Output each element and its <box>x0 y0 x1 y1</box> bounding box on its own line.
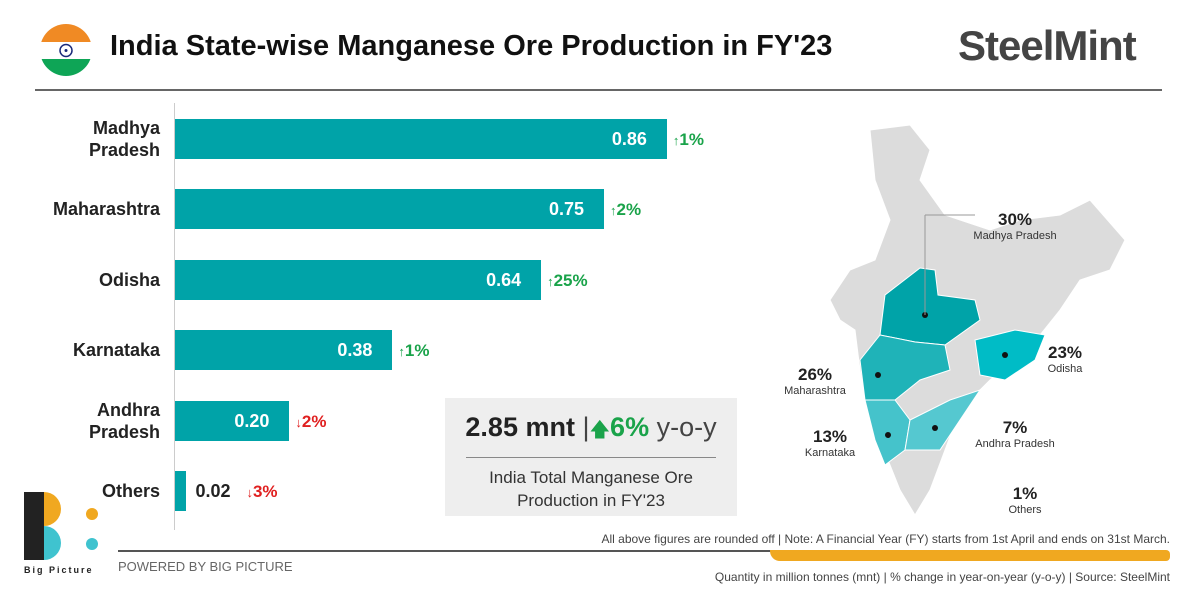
powered-by: POWERED BY BIG PICTURE <box>118 559 293 574</box>
bar-value-label: 0.64 <box>486 269 522 290</box>
up-arrow-icon: ↑ <box>398 344 405 360</box>
bar <box>175 119 667 159</box>
change-label: ↑2% <box>610 200 641 220</box>
map-label-ap: 7% Andhra Pradesh <box>975 418 1055 450</box>
total-value: 2.85 mnt <box>465 412 575 442</box>
up-arrow-icon: ↑ <box>610 203 617 219</box>
change-label: ↑1% <box>673 130 704 150</box>
up-arrow-icon: 🡅 <box>589 419 611 441</box>
change-value: 2% <box>616 200 642 220</box>
steelmint-logo: SteelMint <box>958 22 1137 69</box>
category-label: Karnataka <box>72 340 160 361</box>
summary-box: 2.85 mnt |🡅6% y-o-y India Total Manganes… <box>445 398 737 516</box>
bar-value-label: 0.02 <box>195 481 231 501</box>
y-axis-line <box>174 103 175 530</box>
divider <box>35 89 1162 91</box>
up-arrow-icon: ↑ <box>672 133 680 148</box>
summary-caption-2: Production in FY'23 <box>517 491 665 510</box>
yoy-label: y-o-y <box>656 412 717 442</box>
source-line: Quantity in million tonnes (mnt) | % cha… <box>714 570 1170 584</box>
bar <box>175 471 187 511</box>
big-picture-logo-text: Big Picture <box>24 565 94 575</box>
change-label: ↑25% <box>547 271 588 291</box>
page-title: India State-wise Manganese Ore Productio… <box>110 30 833 62</box>
summary-caption-1: India Total Manganese Ore <box>489 468 693 487</box>
change-value: 25% <box>553 270 588 290</box>
bar-value-label: 0.20 <box>234 410 270 431</box>
category-label: Andhra Pradesh <box>88 399 160 442</box>
map-label-others: 1% Others <box>1008 484 1042 516</box>
change-value: 3% <box>252 482 278 501</box>
footnote: All above figures are rounded off | Note… <box>601 532 1170 546</box>
change-value: 2% <box>301 411 327 431</box>
map-andhra-pradesh <box>904 389 982 451</box>
category-label: Others <box>101 481 160 501</box>
bar <box>175 330 393 371</box>
change-value: 1% <box>679 130 704 149</box>
map-label-od: 23% Odisha <box>1047 343 1083 375</box>
footer-line <box>118 550 778 552</box>
map-odisha <box>974 329 1046 381</box>
change-label: ↑1% <box>398 341 429 361</box>
bar-value-label: 0.86 <box>611 129 647 149</box>
bar <box>175 259 542 300</box>
down-arrow-icon: ↓ <box>295 414 302 430</box>
category-label: Madhya Pradesh <box>88 118 160 160</box>
bar <box>175 189 604 230</box>
bar <box>175 400 290 441</box>
bar-value-label: 0.38 <box>337 340 373 361</box>
footer-accent-bar <box>770 550 1170 561</box>
category-label: Maharashtra <box>52 199 160 220</box>
india-map <box>829 124 1126 516</box>
big-picture-logo <box>24 492 98 560</box>
india-flag-icon <box>40 24 92 76</box>
map-label-ka: 13% Karnataka <box>804 427 856 459</box>
category-label: Odisha <box>98 269 160 290</box>
up-arrow-icon: ↑ <box>547 273 554 289</box>
bar-value-label: 0.75 <box>549 199 585 220</box>
change-value: 1% <box>404 341 430 361</box>
down-arrow-icon: ↓ <box>246 485 253 500</box>
change-label: ↓2% <box>295 412 326 432</box>
change-label: ↓3% <box>246 482 277 502</box>
map-label-mp: 30% Madhya Pradesh <box>973 210 1057 242</box>
total-change: 6% <box>610 412 650 442</box>
separator: | <box>582 412 590 442</box>
map-label-mh: 26% Maharashtra <box>784 365 846 397</box>
